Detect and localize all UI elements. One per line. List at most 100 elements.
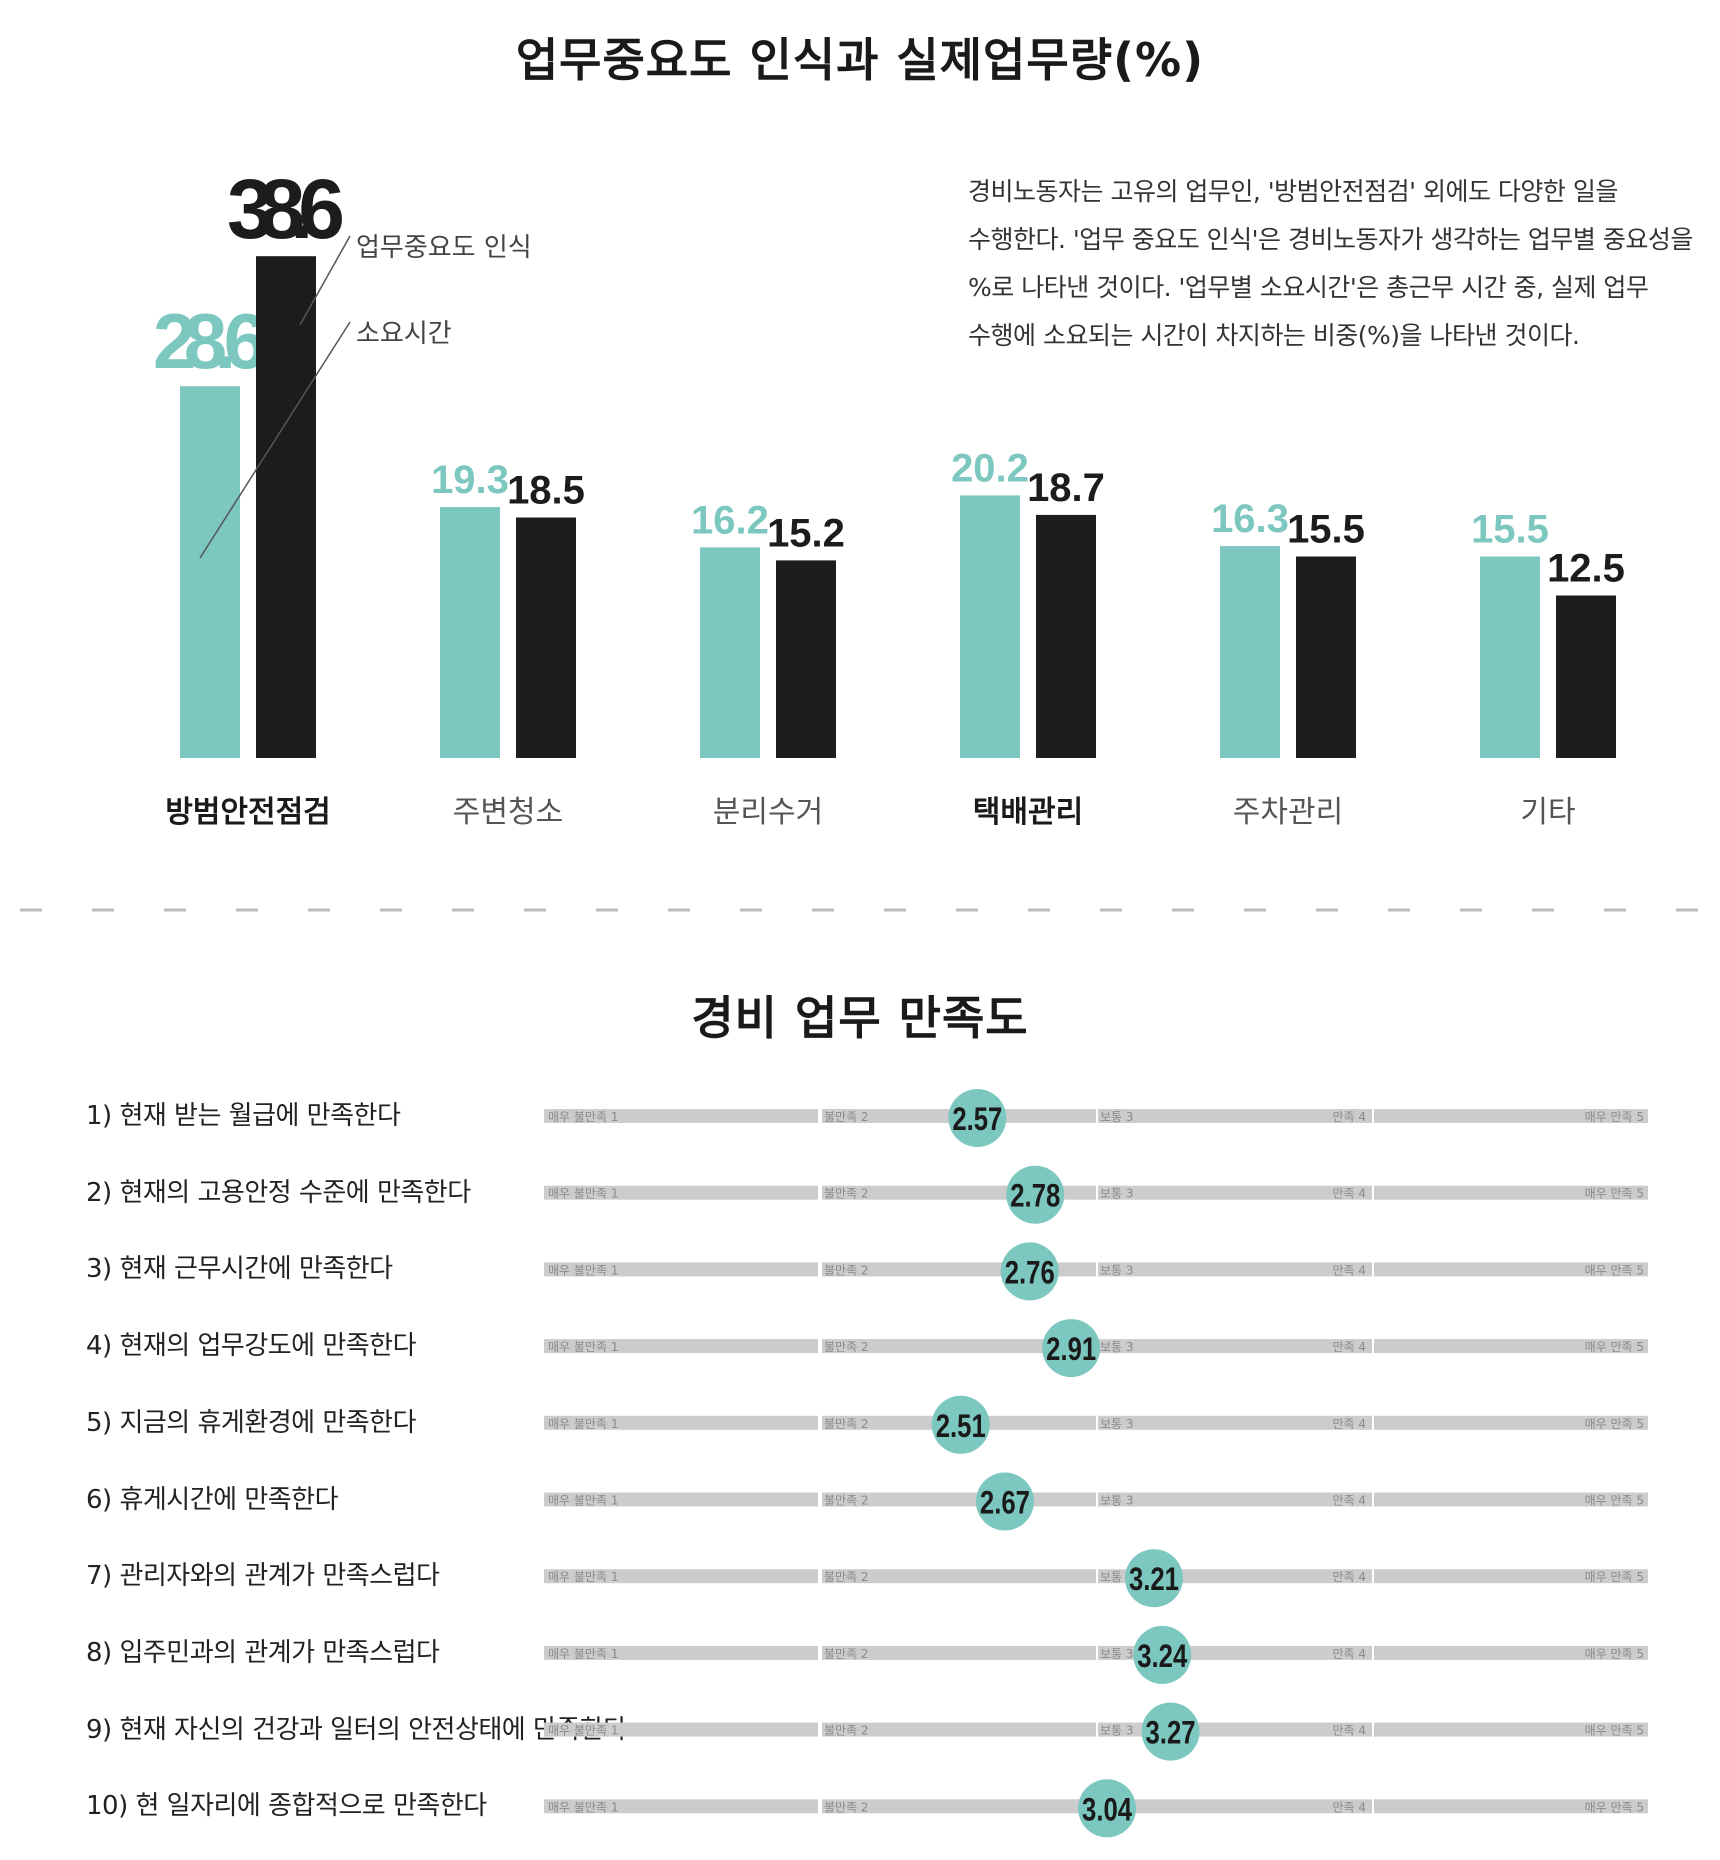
bar-time-value-label: 38.6 xyxy=(227,162,345,256)
description-line: 수행에 소요되는 시간이 차지하는 비중(%)을 나타낸 것이다. xyxy=(968,321,1580,350)
bar-importance-value-label: 20.2 xyxy=(951,446,1029,490)
satisfaction-question-label: 2) 현재의 고용안정 수준에 만족한다 xyxy=(86,1177,471,1208)
satisfaction-score-label: 2.67 xyxy=(980,1485,1030,1521)
bar-time xyxy=(1036,514,1096,758)
bar-time xyxy=(256,256,316,758)
satisfaction-score-label: 2.51 xyxy=(936,1408,986,1444)
bar-importance-value-label: 28.6 xyxy=(153,297,267,385)
scale-track-segment xyxy=(1098,1492,1372,1507)
scale-label: 만족 4 xyxy=(1332,1494,1366,1508)
scale-label: 매우 불만족 1 xyxy=(548,1494,618,1508)
scale-label: 보통 3 xyxy=(1100,1494,1134,1508)
scale-track-segment xyxy=(822,1109,1096,1123)
satisfaction-score-dot xyxy=(1124,1549,1183,1608)
scale-track-segment xyxy=(1098,1339,1372,1354)
satisfaction-score-label: 3.21 xyxy=(1129,1561,1179,1597)
scale-track-segment xyxy=(544,1492,818,1507)
scale-label: 매우 만족 5 xyxy=(1585,1494,1644,1508)
scale-track-segment xyxy=(822,1262,1096,1277)
scale-label: 매우 만족 5 xyxy=(1585,1110,1644,1124)
satisfaction-score-dot xyxy=(975,1472,1034,1531)
scale-track-segment xyxy=(1374,1492,1648,1507)
scale-track-segment xyxy=(822,1722,1096,1737)
annotation-leader-line xyxy=(299,235,351,326)
scale-label: 만족 4 xyxy=(1332,1417,1366,1431)
bar-time-value-label: 15.5 xyxy=(1287,508,1365,552)
scale-track-segment xyxy=(1374,1109,1648,1123)
scale-track-segment xyxy=(1098,1645,1372,1660)
bar-importance xyxy=(1480,556,1540,758)
satisfaction-question-label: 5) 지금의 휴게환경에 만족한다 xyxy=(86,1407,417,1438)
satisfaction-score-label: 2.57 xyxy=(952,1101,1002,1137)
scale-track-segment xyxy=(1098,1569,1372,1584)
scale-track-segment xyxy=(822,1799,1096,1814)
scale-track-segment xyxy=(822,1569,1096,1584)
bar-importance xyxy=(440,507,500,758)
scale-label: 매우 만족 5 xyxy=(1585,1417,1644,1431)
description-line: 경비노동자는 고유의 업무인, '방범안전점검' 외에도 다양한 일을 xyxy=(968,177,1618,206)
bar-importance xyxy=(1220,546,1280,758)
category-label: 주차관리 xyxy=(1233,795,1343,830)
description-line: 수행한다. '업무 중요도 인식'은 경비노동자가 생각하는 업무별 중요성을 xyxy=(968,225,1693,254)
scale-label: 보통 3 xyxy=(1100,1570,1134,1584)
satisfaction-score-label: 2.78 xyxy=(1010,1178,1060,1214)
bar-time xyxy=(776,560,836,758)
scale-track-segment xyxy=(822,1645,1096,1660)
scale-label: 보통 3 xyxy=(1100,1263,1134,1277)
satisfaction-score-dot xyxy=(1078,1779,1137,1838)
satisfaction-question-label: 9) 현재 자신의 건강과 일터의 안전상태에 만족한다 xyxy=(86,1714,627,1745)
bar-time-value-label: 12.5 xyxy=(1547,547,1625,591)
annotation-time: 소요시간 xyxy=(356,319,452,349)
satisfaction-question-label: 4) 현재의 업무강도에 만족한다 xyxy=(86,1331,417,1362)
scale-track-segment xyxy=(1374,1339,1648,1354)
satisfaction-score-label: 2.91 xyxy=(1046,1331,1096,1367)
bar-time xyxy=(1296,556,1356,758)
scale-label: 보통 3 xyxy=(1100,1647,1134,1661)
scale-track-segment xyxy=(822,1415,1096,1430)
scale-track-segment xyxy=(1374,1415,1648,1430)
scale-label: 만족 4 xyxy=(1332,1724,1366,1738)
scale-track-segment xyxy=(1098,1262,1372,1277)
scale-label: 보통 3 xyxy=(1100,1800,1134,1814)
bar-time-value-label: 18.7 xyxy=(1027,466,1105,510)
scale-track-segment xyxy=(544,1109,818,1123)
scale-track-segment xyxy=(544,1262,818,1277)
scale-label: 불만족 2 xyxy=(824,1570,869,1584)
scale-label: 만족 4 xyxy=(1332,1647,1366,1661)
scale-track-segment xyxy=(1098,1799,1372,1814)
satisfaction-question-label: 6) 휴게시간에 만족한다 xyxy=(86,1484,339,1515)
satisfaction-question-label: 7) 관리자와의 관계가 만족스럽다 xyxy=(86,1561,440,1592)
scale-track-segment xyxy=(544,1185,818,1200)
annotation-leader-line xyxy=(199,321,351,559)
bar-importance xyxy=(700,547,760,758)
scale-label: 만족 4 xyxy=(1332,1110,1366,1124)
bar-time-value-label: 15.2 xyxy=(767,511,845,555)
satisfaction-score-dot xyxy=(1133,1625,1192,1684)
scale-track-segment xyxy=(544,1415,818,1430)
scale-label: 불만족 2 xyxy=(824,1340,869,1354)
satisfaction-question-label: 1) 현재 받는 월급에 만족한다 xyxy=(86,1101,401,1131)
description-line: %로 나타낸 것이다. '업무별 소요시간'은 총근무 시간 중, 실제 업무 xyxy=(968,273,1649,302)
satisfaction-score-label: 3.27 xyxy=(1146,1715,1196,1751)
scale-track-segment xyxy=(1374,1645,1648,1660)
scale-track-segment xyxy=(544,1799,818,1814)
satisfaction-score-dot xyxy=(1141,1702,1200,1761)
scale-label: 매우 불만족 1 xyxy=(548,1187,618,1201)
bar-time-value-label: 18.5 xyxy=(507,469,585,513)
satisfaction-question-label: 3) 현재 근무시간에 만족한다 xyxy=(86,1254,393,1285)
scale-label: 매우 만족 5 xyxy=(1585,1263,1644,1277)
importance-bar-chart: 28.6 38.6 방범안전점검 19.318.5 주변청소 16.215.2 분리수거 20… xyxy=(153,162,1625,830)
category-label: 분리수거 xyxy=(713,795,823,830)
scale-label: 만족 4 xyxy=(1332,1570,1366,1584)
bar-importance-value-label: 15.5 xyxy=(1471,508,1549,552)
scale-label: 매우 불만족 1 xyxy=(548,1570,618,1584)
scale-label: 매우 만족 5 xyxy=(1585,1647,1644,1661)
bar-importance-value-label: 16.3 xyxy=(1211,497,1289,541)
scale-label: 만족 4 xyxy=(1332,1263,1366,1277)
scale-label: 매우 만족 5 xyxy=(1585,1724,1644,1738)
scale-track-segment xyxy=(822,1185,1096,1200)
satisfaction-question-label: 10) 현 일자리에 종합적으로 만족한다 xyxy=(86,1791,487,1822)
satisfaction-score-label: 2.76 xyxy=(1005,1254,1055,1290)
scale-label: 매우 불만족 1 xyxy=(548,1340,618,1354)
bar-importance xyxy=(180,386,240,758)
